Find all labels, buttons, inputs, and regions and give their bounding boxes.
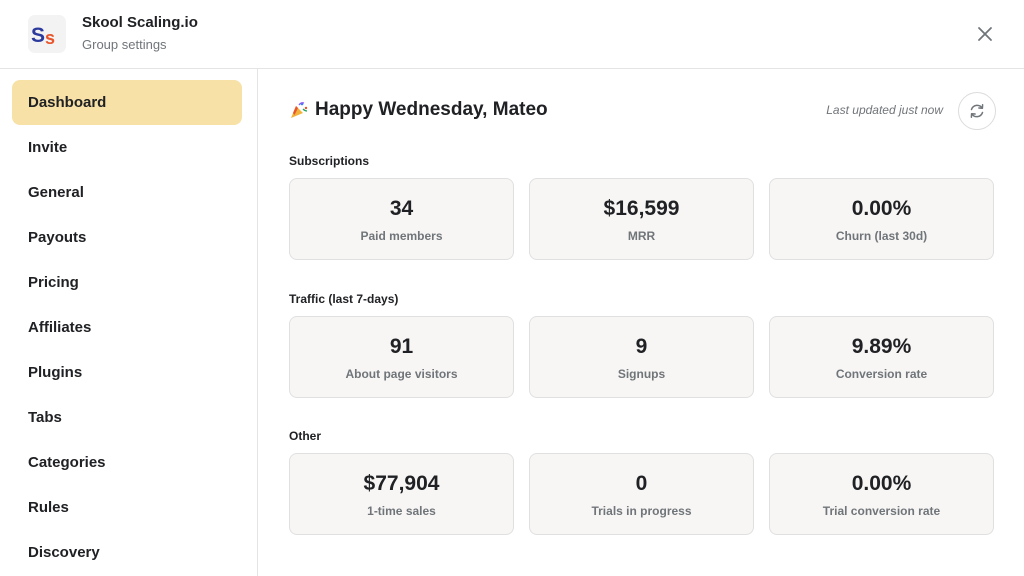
sidebar-item-rules[interactable]: Rules	[12, 485, 242, 530]
sidebar-item-payouts[interactable]: Payouts	[12, 215, 242, 260]
stat-card-about-page-visitors: 91 About page visitors	[289, 316, 514, 398]
stat-value: 9	[635, 335, 648, 358]
svg-text:S: S	[31, 24, 45, 47]
stat-card-trial-conversion-rate: 0.00% Trial conversion rate	[769, 453, 994, 535]
sidebar-item-label: Pricing	[28, 274, 79, 291]
stat-card-signups: 9 Signups	[529, 316, 754, 398]
sidebar-item-label: Tabs	[28, 409, 62, 426]
group-logo[interactable]: S s	[28, 15, 66, 53]
greeting-text: Happy Wednesday, Mateo	[315, 99, 548, 120]
page-subtitle: Group settings	[82, 37, 167, 52]
stat-label: Churn (last 30d)	[835, 229, 928, 243]
sidebar-item-discovery[interactable]: Discovery	[12, 530, 242, 575]
sidebar-item-categories[interactable]: Categories	[12, 440, 242, 485]
sidebar-item-label: Discovery	[28, 544, 100, 561]
stat-label: Conversion rate	[835, 367, 928, 381]
settings-sidebar: Dashboard Invite General Payouts Pricing…	[0, 69, 258, 576]
stat-value: $77,904	[363, 472, 440, 495]
sidebar-item-invite[interactable]: Invite	[12, 125, 242, 170]
stat-value: 91	[389, 335, 414, 358]
sidebar-item-general[interactable]: General	[12, 170, 242, 215]
logo-icon: S s	[31, 24, 55, 48]
stat-value: 9.89%	[851, 335, 912, 358]
stat-label: Signups	[617, 367, 666, 381]
header: S s Skool Scaling.io Group settings	[0, 0, 1024, 69]
sidebar-item-label: Payouts	[28, 229, 87, 246]
sidebar-item-label: General	[28, 184, 84, 201]
stat-card-paid-members: 34 Paid members	[289, 178, 514, 260]
party-popper-icon	[291, 102, 308, 118]
sidebar-item-label: Categories	[28, 454, 106, 471]
stat-label: About page visitors	[345, 367, 458, 381]
dashboard-panel: Happy Wednesday, Mateo Last updated just…	[259, 69, 1024, 576]
sidebar-item-affiliates[interactable]: Affiliates	[12, 305, 242, 350]
section-title-other: Other	[289, 429, 322, 443]
section-title-traffic: Traffic (last 7-days)	[289, 292, 399, 306]
stat-value: 34	[389, 197, 414, 220]
section-title-subscriptions: Subscriptions	[289, 154, 370, 168]
close-icon	[978, 27, 992, 41]
sidebar-item-tabs[interactable]: Tabs	[12, 395, 242, 440]
stat-card-conversion-rate: 9.89% Conversion rate	[769, 316, 994, 398]
stat-label: 1-time sales	[367, 504, 436, 518]
stat-value: 0.00%	[851, 472, 912, 495]
stat-card-churn: 0.00% Churn (last 30d)	[769, 178, 994, 260]
refresh-button[interactable]	[958, 92, 996, 130]
stat-value: 0.00%	[851, 197, 912, 220]
greeting-heading: Happy Wednesday, Mateo	[289, 99, 548, 121]
stat-value: $16,599	[603, 197, 680, 220]
last-updated-text: Last updated just now	[826, 103, 943, 117]
sidebar-item-label: Invite	[28, 139, 68, 156]
stat-card-trials-in-progress: 0 Trials in progress	[529, 453, 754, 535]
sidebar-item-label: Rules	[28, 499, 69, 516]
stat-card-one-time-sales: $77,904 1-time sales	[289, 453, 514, 535]
sidebar-item-label: Affiliates	[28, 319, 92, 336]
group-name: Skool Scaling.io	[82, 14, 198, 31]
stat-label: Trials in progress	[591, 504, 692, 518]
sidebar-item-pricing[interactable]: Pricing	[12, 260, 242, 305]
sidebar-item-plugins[interactable]: Plugins	[12, 350, 242, 395]
svg-text:s: s	[45, 28, 55, 48]
sidebar-item-dashboard[interactable]: Dashboard	[12, 80, 242, 125]
refresh-icon	[970, 104, 984, 118]
stat-card-mrr: $16,599 MRR	[529, 178, 754, 260]
sidebar-item-label: Dashboard	[28, 94, 107, 111]
stat-value: 0	[635, 472, 648, 495]
close-button[interactable]	[970, 19, 1000, 49]
stat-label: Paid members	[360, 229, 443, 243]
stat-label: Trial conversion rate	[822, 504, 941, 518]
stat-label: MRR	[627, 229, 656, 243]
sidebar-item-label: Plugins	[28, 364, 83, 381]
